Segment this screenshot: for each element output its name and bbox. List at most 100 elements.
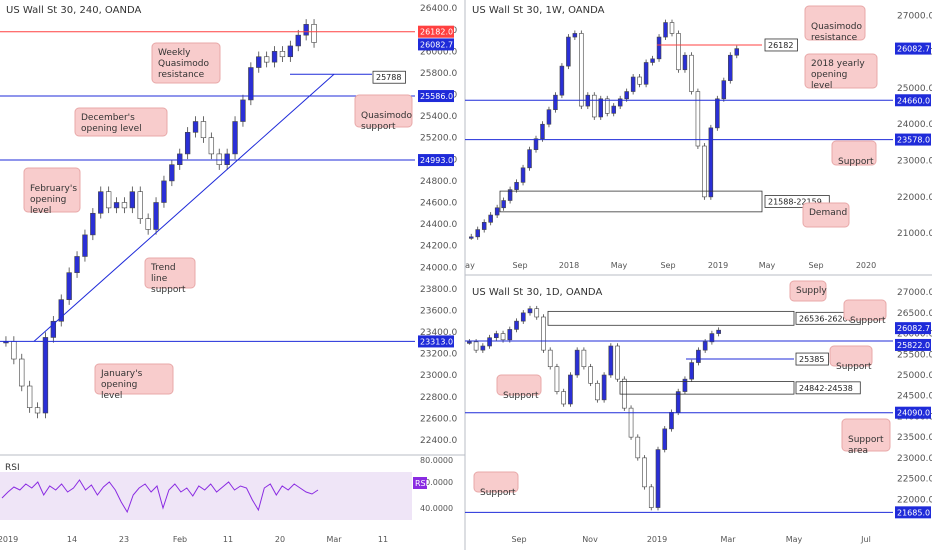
p3-annotation-box [829, 345, 873, 367]
p2-candle [488, 214, 493, 223]
p1-title: US Wall St 30, 240, OANDA [6, 5, 141, 16]
p1-x-tick: 23 [119, 535, 129, 544]
p3-x-tick: 2019 [647, 535, 667, 544]
p2-price-badge [895, 133, 931, 146]
p3-x-tick: Nov [582, 535, 598, 544]
p1-rsi-y-tick: 80.0000 [420, 456, 453, 465]
p1-price-badge-text: 23313.0 [420, 337, 453, 346]
p3-annotation-text: Support [836, 362, 872, 372]
p2-candle [708, 127, 714, 198]
p2-boxed-label-text: 26182 [768, 41, 793, 50]
p3-x-tick: May [786, 535, 803, 544]
p3-annotation-box [496, 374, 542, 396]
p2-candle [656, 36, 662, 60]
p1-y-tick: 23600.0 [420, 306, 457, 316]
p3-candle [541, 316, 546, 351]
p1-x-tick: 11 [223, 535, 233, 544]
p3-candle [642, 457, 647, 488]
p1-candle [287, 45, 294, 58]
p3-candle [520, 312, 526, 322]
p2-candle [637, 76, 642, 85]
p3-candle [554, 366, 560, 392]
p3-annotation-text: Support [503, 391, 539, 401]
p3-candle [527, 308, 533, 314]
p1-annotation-text: February's [30, 184, 77, 194]
p1-price-badge-text: 24993.0 [420, 156, 453, 165]
p1-candle [26, 385, 33, 408]
p2-price-badge-text: 23578.0 [897, 136, 930, 145]
p2-annotation-text: Support [838, 157, 874, 167]
p2-annotation-box [804, 5, 866, 41]
p2-candle [611, 105, 616, 114]
p2-candle [475, 229, 480, 238]
p3-candle [628, 407, 634, 438]
p2-candle [617, 98, 623, 107]
p1-y-tick: 22600.0 [420, 414, 457, 424]
p1-candle [90, 212, 96, 236]
p3-annotation-text: Support [848, 435, 884, 445]
p3-annotation-text: Support [480, 488, 516, 498]
p2-candle [598, 98, 604, 118]
p2-x-tick: 2020 [856, 261, 876, 270]
p1-annotation-text: opening [30, 195, 66, 205]
p2-annotation-text: level [811, 81, 832, 91]
p2-price-badge [895, 94, 931, 107]
p1-candle [113, 202, 120, 209]
p1-candle [105, 191, 112, 209]
p3-y-tick: 27000.0 [897, 288, 932, 298]
p1-candle [232, 121, 238, 155]
p2-price-badge [895, 42, 931, 55]
p1-candle [271, 51, 278, 63]
p2-candle [553, 94, 558, 111]
p1-candle [19, 358, 25, 387]
p1-annotation-box [74, 107, 168, 137]
p2-annotation-box [804, 53, 878, 89]
p1-candle [303, 24, 309, 36]
p1-annotation-box [354, 94, 413, 128]
p1-annotation-text: support [361, 122, 396, 132]
p3-candle [595, 382, 600, 401]
p2-candle [579, 33, 584, 107]
p3-boxed-label [795, 352, 829, 366]
p3-candle [500, 333, 506, 341]
p3-boxed-label [795, 381, 861, 395]
p3-candle [615, 345, 620, 380]
p2-candle [695, 91, 701, 147]
p1-annotation-text: level [30, 206, 51, 216]
p3-y-tick: 25000.0 [897, 371, 932, 381]
p1-annotation-text: Trend [150, 263, 176, 273]
p1-rsi-y-tick: 40.0000 [420, 504, 453, 513]
p1-candle [279, 51, 286, 58]
p1-x-tick: Feb [173, 535, 187, 544]
p2-y-tick: 22000.0 [897, 193, 932, 203]
p3-boxed-label-text: 26536-26200 [799, 314, 853, 323]
p2-y-tick: 27000.0 [897, 11, 932, 21]
p1-candle [169, 164, 175, 182]
p1-y-tick: 26000.0 [420, 47, 457, 57]
p3-y-tick: 23500.0 [897, 433, 932, 443]
p2-candle [468, 236, 474, 239]
p1-annotation-text: Quasimodo [158, 59, 209, 69]
p2-annotation-text: Quasimodo [811, 22, 862, 32]
p3-candle [480, 345, 486, 351]
p3-x-tick: Mar [720, 535, 736, 544]
p3-annotation-text: area [848, 446, 868, 456]
p3-annotation-box [789, 280, 827, 302]
p2-candle [592, 94, 597, 118]
p3-candle [682, 378, 688, 392]
p1-candle [66, 272, 72, 300]
p2-candle [682, 54, 688, 71]
p1-rsi-line [1, 479, 319, 514]
p1-annotation-box [144, 257, 196, 289]
p1-candle [137, 191, 143, 219]
p3-candle [574, 349, 580, 376]
p1-annotation-text: Weekly [158, 48, 191, 58]
p3-y-tick: 22000.0 [897, 495, 932, 505]
p1-annotation-text: Quasimodo [361, 111, 412, 121]
p1-candle [248, 67, 254, 101]
p2-x-tick: Sep [808, 261, 823, 270]
p3-annotation-box [473, 471, 519, 493]
p2-boxed-label-text: 21588-22159 [768, 197, 822, 206]
p1-candle [200, 121, 207, 139]
p2-candle [507, 189, 513, 201]
